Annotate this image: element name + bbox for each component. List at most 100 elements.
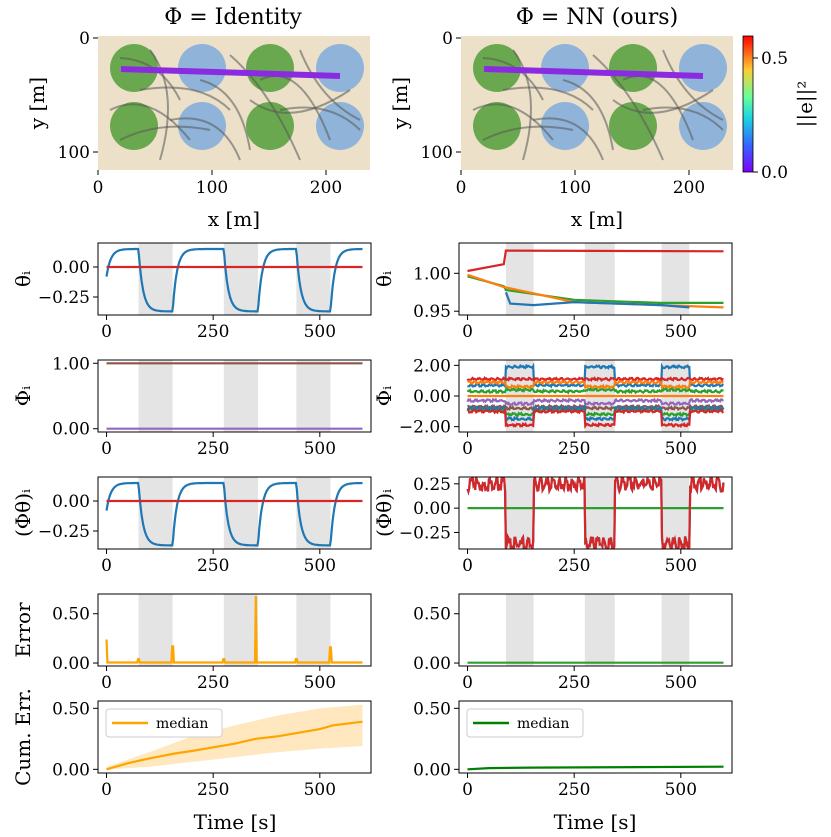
series-median xyxy=(106,720,363,771)
x-tick-label: 500 xyxy=(665,780,697,800)
shaded-interval xyxy=(138,360,173,432)
goal-path xyxy=(120,66,341,79)
series-c1 xyxy=(467,362,724,389)
y-tick-label: 0.50 xyxy=(413,605,451,625)
y-tick-label: 0.00 xyxy=(413,499,451,519)
x-tick-label: 500 xyxy=(304,439,336,459)
x-tick-label: 250 xyxy=(197,322,229,342)
y-axis-label: Error xyxy=(11,602,35,658)
shaded-interval xyxy=(296,594,331,666)
shaded-interval xyxy=(223,477,258,549)
legend-label: median xyxy=(156,716,208,732)
green-zone xyxy=(246,102,294,150)
x-tick-label: 250 xyxy=(558,322,590,342)
x-tick-label: 0 xyxy=(462,322,473,342)
y-tick-label: −0.25 xyxy=(38,522,90,542)
series-median xyxy=(467,765,724,771)
series-y1 xyxy=(105,481,363,547)
green-zone xyxy=(609,102,657,150)
panel-phi_identity: 0 250 500 1.00 0.00 Φᵢ xyxy=(11,354,372,459)
series-c9 xyxy=(466,402,725,422)
y-tick-label: 1.00 xyxy=(413,264,451,284)
shaded-interval xyxy=(138,594,173,666)
x-tick-label: 250 xyxy=(197,780,229,800)
x-tick-label: 0 xyxy=(101,439,112,459)
y-axis-label: (Φθ)ᵢ xyxy=(11,489,35,537)
title-right: Φ = NN (ours) xyxy=(516,5,678,30)
shaded-interval xyxy=(223,594,258,666)
y-tick-label: 0.50 xyxy=(413,699,451,719)
blue-zone xyxy=(316,44,364,92)
x-tick-label: 250 xyxy=(197,556,229,576)
panel-error_identity: 0 250 500 0.50 0.00 Error xyxy=(11,593,372,693)
x-tick-label: 500 xyxy=(665,673,697,693)
shaded-interval xyxy=(661,243,690,315)
axes-frame xyxy=(97,593,372,667)
series-c8 xyxy=(466,405,724,418)
series-θ1 xyxy=(105,247,363,313)
blue-zone xyxy=(178,102,226,150)
shaded-interval xyxy=(661,594,690,666)
y-tick-label: 0.00 xyxy=(52,420,90,440)
x-tick-label: 500 xyxy=(304,322,336,342)
map-left: 0 100 200 0 100 x [m] y [m] xyxy=(25,29,370,231)
series-error xyxy=(105,595,363,664)
x-tick-label: 0 xyxy=(101,673,112,693)
panel-cum_identity: 0 250 500 0.50 0.00 Cum. Err. median xyxy=(11,688,372,800)
shaded-interval xyxy=(223,243,258,315)
legend: median xyxy=(466,708,584,738)
x-tick-label: 250 xyxy=(197,439,229,459)
axes-frame xyxy=(458,593,733,667)
y-tick-label: −0.25 xyxy=(399,523,451,543)
map-ytick: 0 xyxy=(79,29,90,49)
axes-frame xyxy=(97,476,372,550)
series-θ1 xyxy=(467,249,724,273)
y-tick-label: 0.00 xyxy=(52,258,90,278)
axes-frame xyxy=(458,476,733,550)
series-y3 xyxy=(466,477,725,549)
green-zone xyxy=(246,44,294,92)
y-tick-label: 2.00 xyxy=(413,356,451,376)
y-tick-label: 0.00 xyxy=(52,760,90,780)
goal-path xyxy=(483,66,704,79)
panel-phitheta_identity: 0 250 500 0.00 −0.25(Φθ)ᵢ xyxy=(11,476,372,576)
series-c2 xyxy=(466,376,724,383)
x-tick-label: 500 xyxy=(304,556,336,576)
x-tick-label: 0 xyxy=(462,673,473,693)
axes-frame xyxy=(97,242,372,316)
y-axis-label: Φᵢ xyxy=(11,386,35,406)
shaded-interval xyxy=(584,594,615,666)
x-tick-label: 500 xyxy=(304,673,336,693)
blue-zone xyxy=(178,44,226,92)
colorbar-label: ||e||² xyxy=(793,81,818,128)
map-ylabel: y [m] xyxy=(25,77,49,130)
x-tick-label: 500 xyxy=(665,439,697,459)
axes-frame xyxy=(458,700,733,774)
map-xtick: 0 xyxy=(456,178,467,198)
shaded-interval xyxy=(505,477,534,549)
x-tick-label: 500 xyxy=(304,780,336,800)
y-tick-label: −0.25 xyxy=(38,288,90,308)
series-θ4 xyxy=(504,291,690,309)
y-axis-label: (Φθ)ᵢ xyxy=(372,489,396,537)
y-axis-label: Φᵢ xyxy=(372,386,396,406)
shaded-interval xyxy=(296,243,331,315)
y-axis-label: Cum. Err. xyxy=(11,688,35,786)
blue-zone xyxy=(541,102,589,150)
axes-frame xyxy=(97,359,372,433)
colorbar-gradient xyxy=(742,35,754,173)
map-ytick: 0 xyxy=(442,29,453,49)
y-tick-label: 0.25 xyxy=(413,475,451,495)
map-ytick: 100 xyxy=(421,143,453,163)
y-tick-label: −2.00 xyxy=(399,418,451,438)
green-zone xyxy=(110,102,158,150)
percentile-band xyxy=(106,704,363,770)
legend-label: median xyxy=(517,716,569,732)
y-tick-label: 0.00 xyxy=(52,492,90,512)
panel-cum_nn: 0 250 500 0.50 0.00 median xyxy=(413,699,733,800)
x-tick-label: 0 xyxy=(462,556,473,576)
